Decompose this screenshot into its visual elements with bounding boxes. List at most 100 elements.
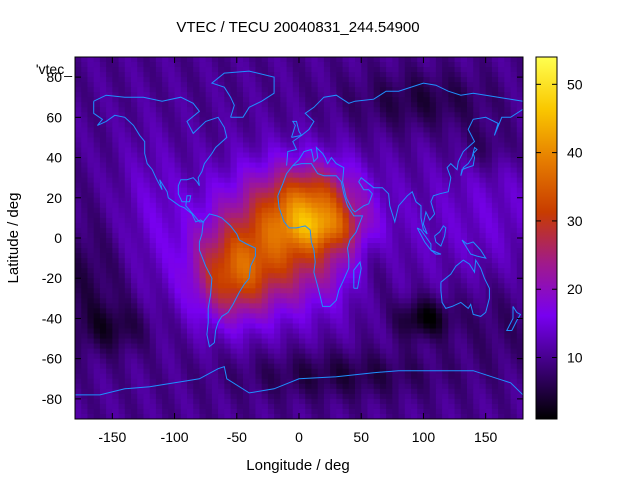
heatmap-cell [516,197,523,204]
heatmap-cell [342,172,350,179]
heatmap-cell [193,207,201,214]
heatmap-cell [510,248,518,254]
heatmap-cell [460,243,468,249]
heatmap-cell [386,338,393,345]
heatmap-cell [224,268,232,274]
heatmap-cell [454,132,462,139]
heatmap-cell [243,258,250,264]
heatmap-cell [491,187,499,194]
heatmap-cell [448,172,456,179]
heatmap-cell [398,243,406,249]
heatmap-cell [180,212,188,219]
heatmap-cell [218,363,225,370]
heatmap-cell [323,112,331,118]
heatmap-cell [236,147,244,154]
heatmap-cell [292,147,300,154]
heatmap-cell [311,368,319,375]
heatmap-cell [205,62,213,68]
heatmap-cell [75,293,82,299]
heatmap-cell [230,207,238,214]
heatmap-cell [106,62,113,68]
heatmap-cell [355,82,362,88]
heatmap-cell [398,368,406,375]
heatmap-cell [429,167,437,174]
heatmap-cell [317,147,325,154]
heatmap-cell [243,328,250,335]
heatmap-cell [255,308,263,315]
heatmap-cell [305,398,313,405]
heatmap-cell [411,333,418,340]
heatmap-cell [342,263,350,269]
heatmap-cell [299,248,306,254]
heatmap-cell [299,207,306,214]
heatmap-cell [261,293,269,299]
heatmap-cell [504,358,512,365]
heatmap-cell [342,383,350,390]
heatmap-cell [255,167,263,174]
heatmap-cell [143,57,151,63]
heatmap-cell [155,288,163,294]
heatmap-cell [411,72,418,78]
heatmap-cell [317,258,325,264]
heatmap-cell [187,157,194,164]
heatmap-cell [473,227,481,234]
heatmap-cell [485,217,493,224]
heatmap-cell [454,197,462,204]
heatmap-cell [442,253,449,259]
heatmap-cell [211,132,219,139]
heatmap-cell [155,202,163,209]
heatmap-cell [373,253,381,259]
heatmap-cell [392,288,400,294]
heatmap-cell [305,308,313,315]
heatmap-cell [280,328,288,335]
heatmap-cell [168,263,176,269]
heatmap-cell [174,238,182,244]
heatmap-cell [155,308,163,315]
heatmap-cell [255,258,263,264]
heatmap-cell [261,142,269,149]
heatmap-cell [311,217,319,224]
heatmap-cell [87,77,95,83]
heatmap-cell [143,152,151,159]
heatmap-cell [174,202,182,209]
heatmap-cell [491,258,499,264]
heatmap-cell [311,117,319,123]
heatmap-cell [211,142,219,149]
heatmap-cell [230,77,238,83]
heatmap-cell [479,112,487,118]
heatmap-cell [510,298,518,304]
heatmap-cell [479,182,487,189]
heatmap-cell [149,293,157,299]
heatmap-cell [379,212,387,219]
heatmap-cell [411,258,418,264]
heatmap-cell [392,303,400,309]
heatmap-cell [218,318,225,325]
heatmap-cell [442,238,449,244]
heatmap-cell [386,102,393,108]
heatmap-cell [249,157,257,164]
heatmap-cell [473,107,481,113]
heatmap-cell [392,298,400,304]
heatmap-cell [361,398,369,405]
heatmap-cell [149,192,157,199]
heatmap-cell [504,393,512,400]
heatmap-cell [299,288,306,294]
heatmap-cell [429,273,437,279]
heatmap-cell [211,192,219,199]
heatmap-cell [218,147,225,154]
heatmap-cell [516,283,523,289]
heatmap-cell [305,122,313,128]
heatmap-cell [454,137,462,144]
heatmap-cell [75,403,82,410]
heatmap-cell [323,358,331,365]
heatmap-cell [305,232,313,239]
heatmap-cell [249,253,257,259]
heatmap-cell [454,72,462,78]
heatmap-cell [355,263,362,269]
heatmap-cell [286,248,294,254]
heatmap-cell [317,117,325,123]
heatmap-cell [498,117,505,123]
heatmap-cell [342,333,350,340]
heatmap-cell [454,328,462,335]
heatmap-cell [193,162,201,169]
